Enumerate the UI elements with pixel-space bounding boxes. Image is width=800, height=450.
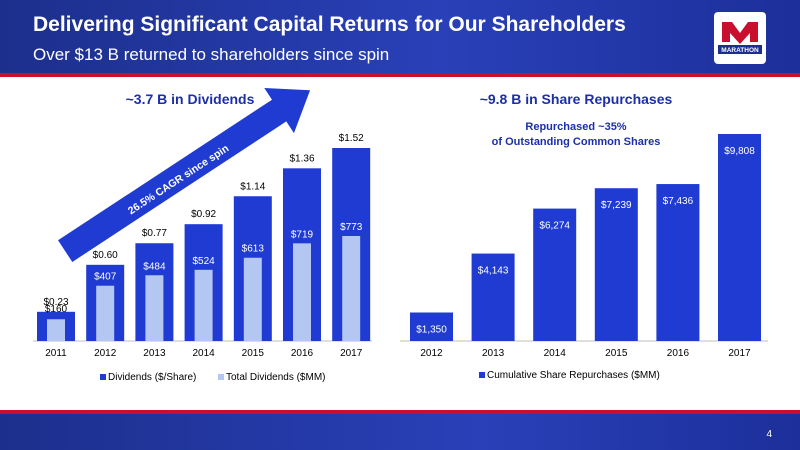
total-dividends-label: $524 bbox=[192, 256, 215, 267]
repurchases-x-tick: 2017 bbox=[728, 348, 751, 359]
page-title: Delivering Significant Capital Returns f… bbox=[33, 13, 626, 36]
total-dividends-bar bbox=[96, 285, 115, 341]
share-repurchase-label: $6,274 bbox=[539, 221, 570, 232]
dividend-per-share-label: $0.60 bbox=[93, 250, 118, 261]
dividends-x-tick: 2016 bbox=[291, 348, 314, 359]
total-dividends-bar bbox=[342, 236, 361, 341]
dividends-x-tick: 2014 bbox=[192, 348, 215, 359]
dividends-bars: $0.23$160 2011 $0.60 $407 2012 $0.77 $484 2013 $… bbox=[37, 133, 371, 359]
legend-repurchases: Cumulative Share Repurchases ($MM) bbox=[487, 370, 660, 381]
repurchases-bars: $1,350 2012 $4,143 2013 $6,274 2014 $7,239 2015… bbox=[410, 134, 761, 359]
share-repurchase-bar bbox=[594, 188, 638, 341]
total-dividends-label: $773 bbox=[340, 222, 363, 233]
repurchases-x-tick: 2015 bbox=[605, 348, 628, 359]
footer-banner bbox=[0, 414, 800, 450]
share-repurchase-label: $9,808 bbox=[724, 146, 755, 157]
cagr-label: 26.5% CAGR since spin bbox=[126, 142, 231, 217]
legend-swatch-repurchases bbox=[479, 372, 485, 378]
total-dividends-bar bbox=[145, 275, 164, 341]
share-repurchase-label: $7,436 bbox=[663, 196, 694, 207]
repurchases-x-tick: 2012 bbox=[420, 348, 443, 359]
footer-accent-line bbox=[0, 410, 800, 414]
logo-text: MARATHON bbox=[721, 47, 759, 54]
dividends-x-tick: 2015 bbox=[242, 348, 265, 359]
repurchases-x-tick: 2016 bbox=[667, 348, 690, 359]
legend-dividends-per-share: Dividends ($/Share) bbox=[108, 372, 196, 383]
page-subtitle: Over $13 B returned to shareholders sinc… bbox=[33, 45, 390, 64]
dividends-x-tick: 2017 bbox=[340, 348, 363, 359]
dividend-per-share-label: $0.77 bbox=[142, 228, 167, 239]
dividend-per-share-label: $0.23 bbox=[43, 297, 68, 308]
share-repurchase-bar bbox=[471, 253, 515, 341]
repurchases-x-tick: 2013 bbox=[482, 348, 505, 359]
dividends-chart-title: ~3.7 B in Dividends bbox=[126, 91, 255, 107]
dividend-per-share-label: $1.36 bbox=[289, 153, 314, 164]
total-dividends-label: $160 bbox=[45, 304, 68, 315]
charts-area: ~3.7 B in Dividends $0.23$160 2011 $0.60 $4… bbox=[33, 88, 768, 383]
share-repurchase-bar bbox=[410, 312, 453, 341]
repurchases-x-tick: 2014 bbox=[544, 348, 567, 359]
legend-swatch-total-dividends bbox=[218, 374, 224, 380]
dividend-per-share-label: $0.92 bbox=[191, 209, 216, 220]
dividends-x-tick: 2011 bbox=[45, 348, 67, 359]
page-number: 4 bbox=[766, 429, 772, 440]
dividend-per-share-label: $1.52 bbox=[339, 133, 364, 144]
total-dividends-label: $613 bbox=[242, 244, 265, 255]
legend-swatch-dividends-per-share bbox=[100, 374, 106, 380]
total-dividends-bar bbox=[293, 243, 311, 341]
share-repurchase-label: $7,239 bbox=[601, 200, 632, 211]
repurchases-note-line-2: of Outstanding Common Shares bbox=[492, 136, 661, 148]
total-dividends-bar bbox=[243, 257, 262, 341]
marathon-logo: MARATHON bbox=[714, 12, 766, 64]
dividend-per-share-label: $1.14 bbox=[240, 181, 265, 192]
share-repurchase-label: $4,143 bbox=[478, 266, 509, 277]
share-repurchase-label: $1,350 bbox=[416, 325, 447, 336]
share-repurchase-bar bbox=[718, 134, 761, 341]
repurchases-note-line-1: Repurchased ~35% bbox=[525, 121, 626, 133]
header-banner bbox=[0, 0, 800, 73]
marathon-logo-icon: MARATHON bbox=[718, 22, 762, 54]
share-repurchase-bar bbox=[533, 208, 577, 341]
total-dividends-bar bbox=[47, 319, 65, 341]
total-dividends-label: $484 bbox=[143, 261, 166, 272]
dividends-x-tick: 2012 bbox=[94, 348, 117, 359]
total-dividends-label: $407 bbox=[94, 272, 117, 283]
total-dividends-bar bbox=[194, 269, 213, 341]
total-dividends-label: $719 bbox=[291, 229, 314, 240]
legend-total-dividends: Total Dividends ($MM) bbox=[226, 372, 325, 383]
share-repurchase-bar bbox=[656, 184, 700, 341]
header-accent-line bbox=[0, 73, 800, 77]
repurchases-chart-title: ~9.8 B in Share Repurchases bbox=[480, 91, 673, 107]
dividends-x-tick: 2013 bbox=[143, 348, 166, 359]
